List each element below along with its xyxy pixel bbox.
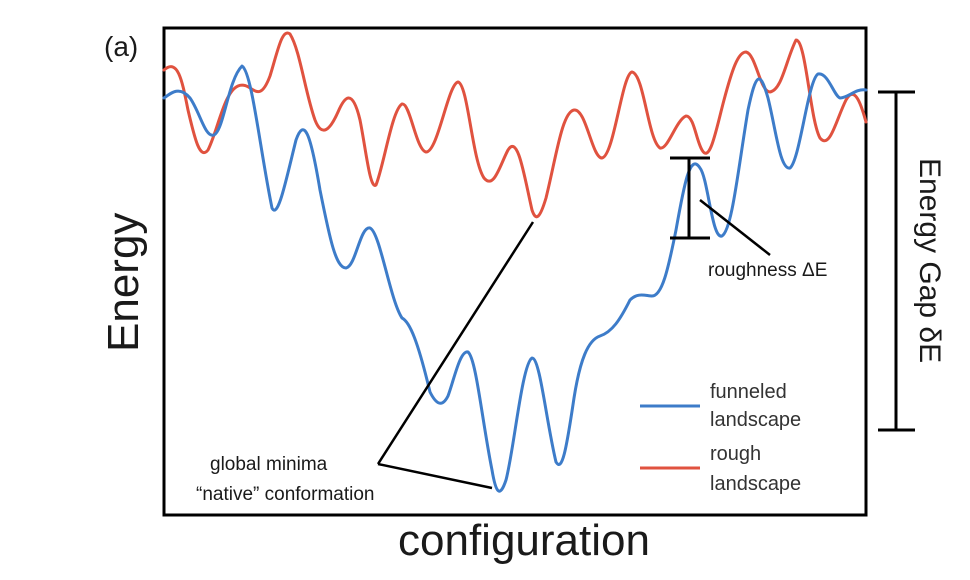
- legend-label-funneled-2: landscape: [710, 409, 801, 431]
- global-minima-leader-funneled: [377, 462, 493, 490]
- global-minima-leader-rough: [376, 221, 535, 465]
- x-axis-label: configuration: [398, 516, 650, 565]
- native-conformation-label: “native” conformation: [196, 484, 374, 505]
- panel-label: (a): [104, 31, 138, 62]
- global-minima-label: global minima: [210, 454, 328, 475]
- legend-label-rough-1: rough: [710, 443, 761, 465]
- energy-gap-label: Energy Gap δE: [913, 158, 946, 363]
- rough-landscape-curve: [162, 31, 868, 219]
- legend-label-funneled-1: funneled: [710, 381, 787, 403]
- roughness-label: roughness ΔE: [708, 260, 827, 281]
- plot-frame: [162, 26, 868, 517]
- roughness-leader-line: [699, 199, 771, 256]
- funneled-landscape-curve: [162, 64, 868, 493]
- y-axis-label: Energy: [99, 213, 148, 352]
- legend-label-rough-2: landscape: [710, 473, 801, 495]
